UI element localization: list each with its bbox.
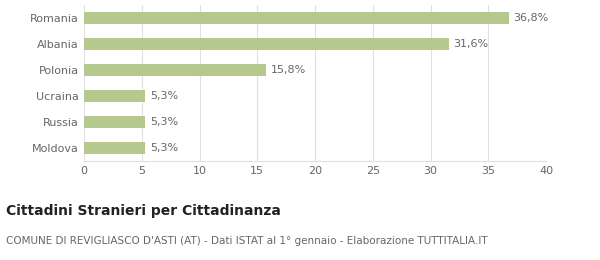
- Bar: [84, 116, 145, 128]
- Bar: [84, 142, 145, 154]
- Bar: [84, 90, 145, 102]
- Text: Cittadini Stranieri per Cittadinanza: Cittadini Stranieri per Cittadinanza: [6, 204, 281, 218]
- Text: 5,3%: 5,3%: [150, 143, 178, 153]
- Text: 15,8%: 15,8%: [271, 65, 307, 75]
- Bar: [84, 12, 509, 24]
- Text: 5,3%: 5,3%: [150, 117, 178, 127]
- Text: 36,8%: 36,8%: [514, 13, 549, 23]
- Bar: [84, 38, 449, 50]
- Text: 31,6%: 31,6%: [454, 39, 489, 49]
- Text: 5,3%: 5,3%: [150, 91, 178, 101]
- Bar: [84, 64, 266, 76]
- Text: COMUNE DI REVIGLIASCO D'ASTI (AT) - Dati ISTAT al 1° gennaio - Elaborazione TUTT: COMUNE DI REVIGLIASCO D'ASTI (AT) - Dati…: [6, 236, 488, 246]
